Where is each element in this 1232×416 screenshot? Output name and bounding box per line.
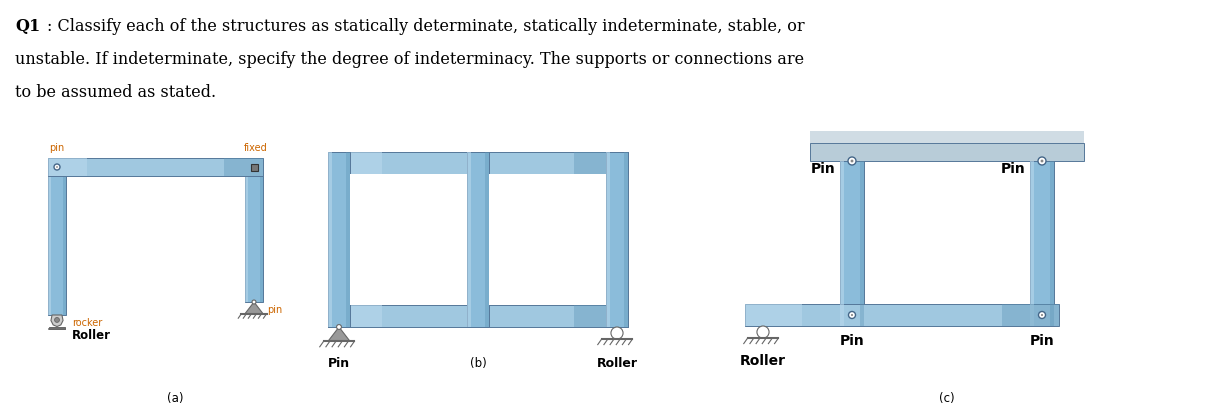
Circle shape: [756, 326, 769, 338]
Polygon shape: [245, 302, 262, 314]
Bar: [1003, 304, 1060, 326]
Circle shape: [57, 166, 58, 168]
Text: to be assumed as stated.: to be assumed as stated.: [15, 84, 216, 101]
Bar: [328, 152, 350, 327]
Bar: [860, 161, 864, 326]
Bar: [346, 152, 350, 327]
Text: : Classify each of the structures as statically determinate, statically indeterm: : Classify each of the structures as sta…: [47, 18, 804, 35]
Bar: [63, 158, 67, 315]
Text: Roller: Roller: [596, 357, 637, 370]
Text: (a): (a): [166, 392, 184, 405]
Bar: [245, 176, 248, 302]
Bar: [260, 176, 262, 302]
Bar: [625, 152, 628, 327]
Text: fixed: fixed: [244, 143, 267, 153]
Circle shape: [850, 160, 854, 162]
Polygon shape: [51, 315, 63, 327]
Bar: [574, 152, 628, 174]
Polygon shape: [328, 327, 350, 341]
Circle shape: [336, 324, 341, 329]
Circle shape: [1039, 312, 1046, 319]
Bar: [245, 176, 262, 302]
Circle shape: [611, 327, 623, 339]
Bar: [809, 131, 1084, 143]
Circle shape: [1039, 157, 1046, 165]
Text: Pin: Pin: [811, 162, 835, 176]
Bar: [745, 304, 802, 326]
Bar: [606, 152, 610, 327]
Bar: [489, 174, 606, 305]
Bar: [49, 327, 65, 329]
Text: Pin: Pin: [840, 334, 865, 348]
Bar: [1030, 161, 1035, 326]
Text: Roller: Roller: [740, 354, 786, 368]
Bar: [467, 152, 489, 327]
Circle shape: [1041, 160, 1044, 162]
Text: rocker: rocker: [71, 318, 102, 328]
Bar: [48, 158, 67, 315]
Bar: [840, 161, 844, 326]
Text: (b): (b): [469, 357, 487, 370]
Bar: [745, 304, 1060, 326]
Bar: [574, 305, 628, 327]
Bar: [809, 143, 1084, 161]
Text: (c): (c): [939, 392, 955, 405]
Bar: [48, 158, 86, 176]
Circle shape: [851, 314, 853, 316]
Bar: [328, 152, 331, 327]
Bar: [328, 152, 382, 174]
Bar: [48, 158, 262, 176]
Text: Pin: Pin: [1000, 162, 1025, 176]
Text: Roller: Roller: [71, 329, 111, 342]
Bar: [1030, 161, 1055, 326]
Text: Pin: Pin: [328, 357, 350, 370]
Bar: [250, 163, 257, 171]
Text: Q1: Q1: [15, 18, 41, 35]
Circle shape: [849, 312, 855, 319]
Circle shape: [54, 317, 59, 322]
Bar: [48, 158, 52, 315]
Bar: [1050, 161, 1055, 326]
Bar: [485, 152, 489, 327]
Bar: [467, 152, 471, 327]
Text: unstable. If indeterminate, specify the degree of indeterminacy. The supports or: unstable. If indeterminate, specify the …: [15, 51, 804, 68]
Text: Pin: Pin: [1030, 334, 1055, 348]
Circle shape: [253, 300, 256, 304]
Bar: [840, 161, 864, 326]
Bar: [328, 152, 628, 174]
Text: pin: pin: [267, 305, 282, 315]
Bar: [328, 305, 382, 327]
Circle shape: [848, 157, 856, 165]
Circle shape: [54, 164, 60, 170]
Bar: [224, 158, 262, 176]
Bar: [606, 152, 628, 327]
Circle shape: [1041, 314, 1044, 316]
Text: pin: pin: [49, 143, 64, 153]
Bar: [350, 174, 467, 305]
Bar: [328, 305, 628, 327]
